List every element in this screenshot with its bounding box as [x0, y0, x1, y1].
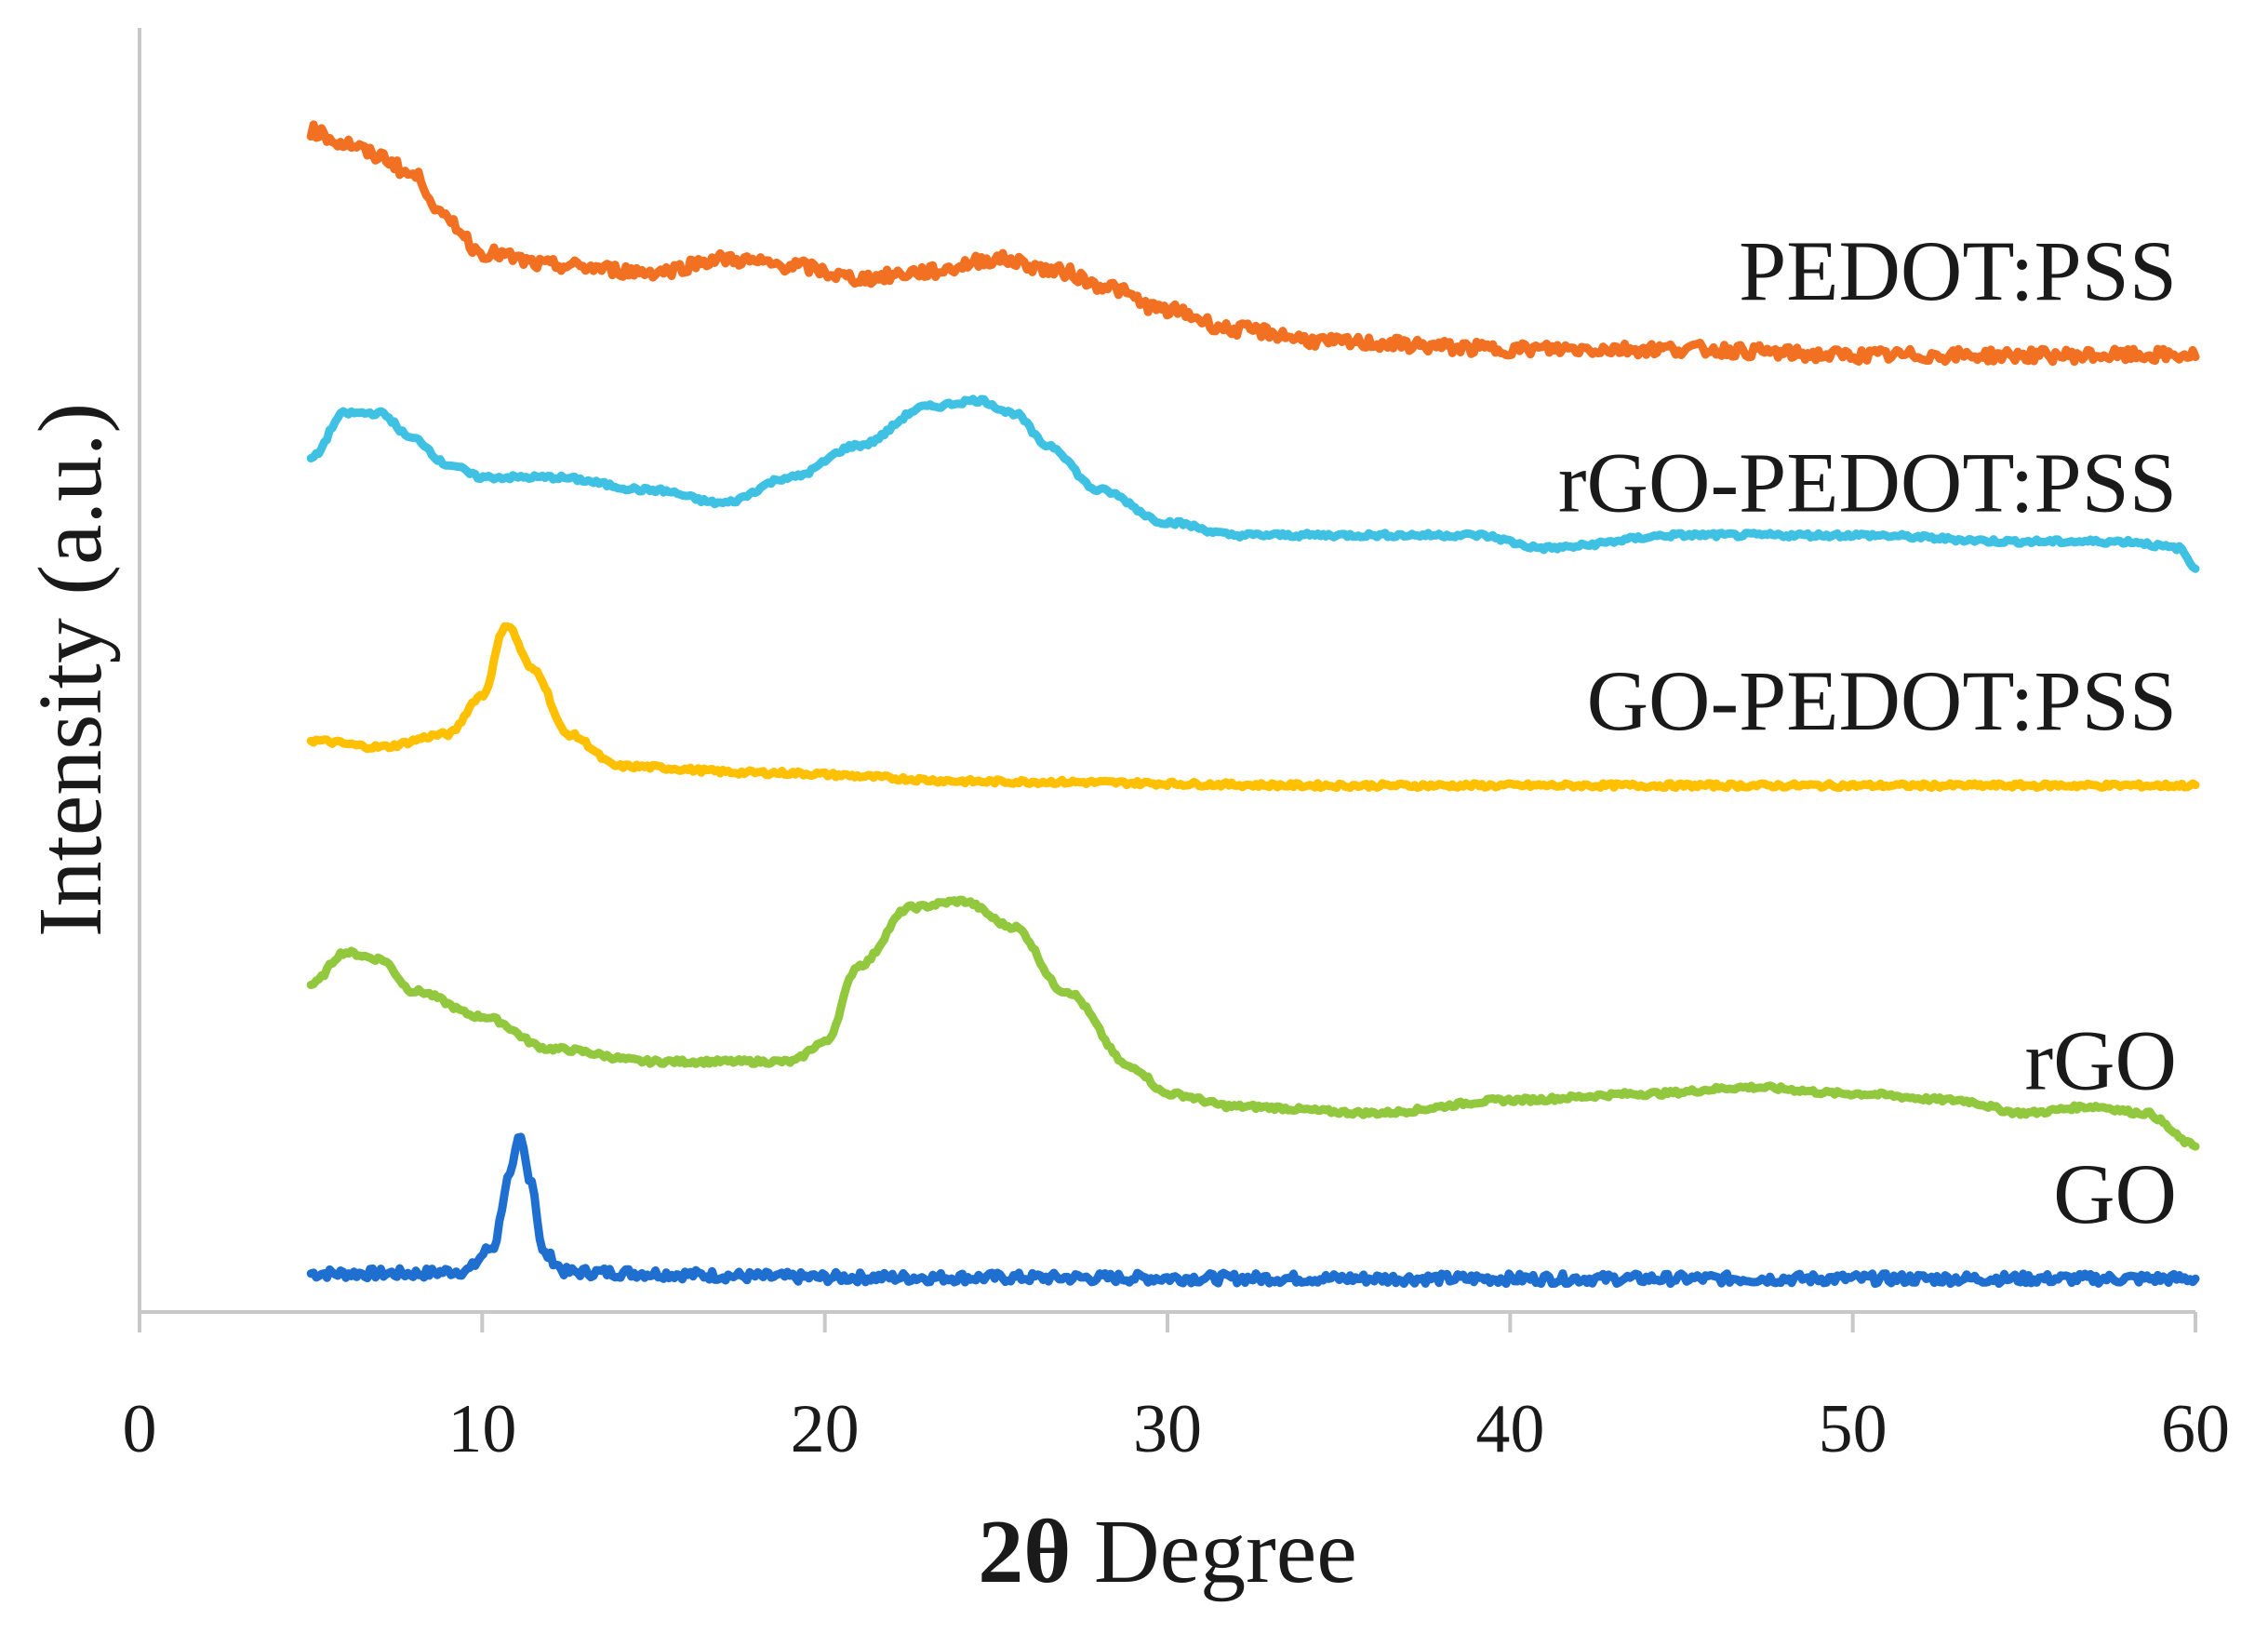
series-lines — [306, 120, 2200, 1289]
series-label-go: GO — [2053, 1146, 2177, 1241]
x-axis-title: 2θ Degree — [978, 1502, 1357, 1602]
x-tick-label-0: 0 — [123, 1391, 157, 1467]
series-label-rgo-pedot-pss: rGO-PEDOT:PSS — [1558, 435, 2177, 530]
x-axis-title-symbol: 2θ — [978, 1502, 1071, 1602]
x-axis-title-text: Degree — [1071, 1502, 1356, 1602]
series-label-pedot-pss: PEDOT:PSS — [1739, 223, 2177, 318]
series-line-rgo-pedot-pss — [306, 395, 2200, 573]
series-line-pedot-pss — [306, 120, 2200, 367]
series-line-rgo — [306, 895, 2200, 1151]
x-tick-label-10: 10 — [447, 1391, 516, 1467]
y-axis-title: Intensity (a.u.) — [20, 403, 121, 937]
series-labels: GO rGO GO-PEDOT:PSS rGO-PEDOT:PSS PEDOT:PSS — [1558, 223, 2177, 1241]
series-line-go — [306, 1132, 2200, 1289]
series-label-go-pedot-pss: GO-PEDOT:PSS — [1587, 653, 2177, 748]
x-tick-label-60: 60 — [2161, 1391, 2230, 1467]
x-tick-label-20: 20 — [791, 1391, 860, 1467]
x-tick-label-30: 30 — [1133, 1391, 1202, 1467]
x-tick-label-40: 40 — [1475, 1391, 1544, 1467]
series-line-go-pedot-pss — [306, 622, 2200, 793]
x-tick-label-50: 50 — [1819, 1391, 1888, 1467]
x-axis-ticks: 0 10 20 30 40 50 60 — [123, 1312, 2230, 1467]
series-label-rgo: rGO — [2024, 1013, 2177, 1108]
